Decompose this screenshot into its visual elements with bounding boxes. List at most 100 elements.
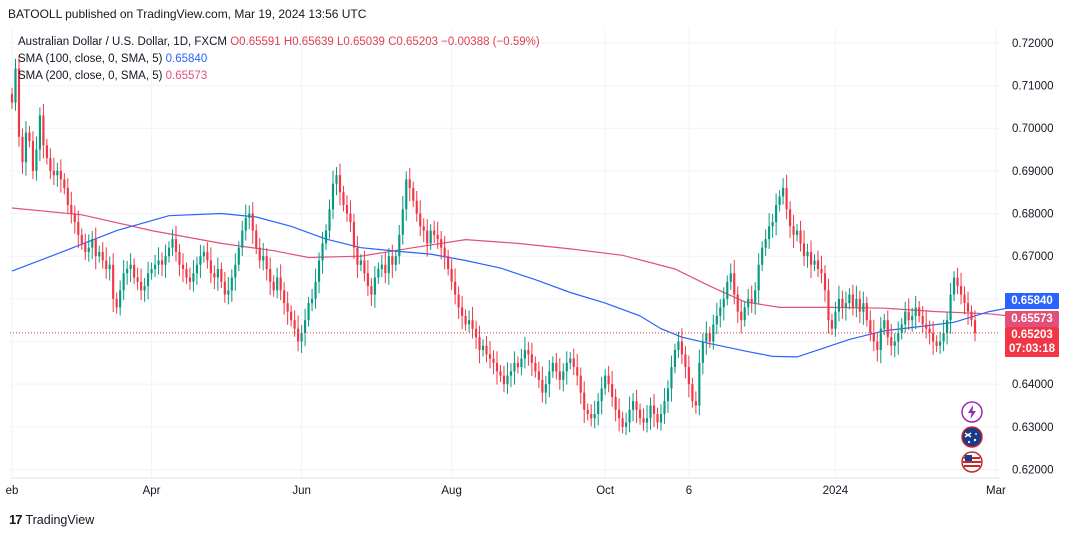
legend-sma100-value: 0.65840: [165, 53, 208, 65]
tradingview-logo[interactable]: 17 TradingView: [9, 512, 94, 527]
candle-body: [590, 414, 593, 419]
candle-body: [701, 341, 704, 363]
candle-body: [900, 324, 903, 333]
candle-body: [49, 158, 52, 171]
candle-body: [970, 311, 973, 321]
candle-body: [586, 409, 589, 415]
flash-event-icon[interactable]: [961, 401, 983, 423]
legend-sma100-row[interactable]: SMA (100, close, 0, SMA, 5) 0.65840: [18, 51, 540, 68]
candle-body: [541, 379, 544, 393]
candle-body: [412, 187, 415, 201]
candle-body: [146, 273, 150, 287]
candle-body: [415, 200, 418, 214]
candle-body: [642, 418, 645, 423]
candle-body: [31, 141, 35, 171]
candle-body: [129, 264, 132, 269]
candle-body: [21, 136, 24, 163]
candle-body: [607, 375, 610, 385]
candle-body: [785, 187, 788, 210]
y-tick-label: 0.72000: [1012, 38, 1054, 50]
candle-body: [544, 384, 547, 393]
candle-body: [733, 273, 736, 295]
candle-body: [310, 298, 314, 304]
candle-body: [401, 209, 404, 235]
candle-body: [565, 362, 568, 372]
candle-body: [244, 217, 247, 231]
candle-body: [952, 277, 956, 295]
candle-body: [761, 247, 764, 265]
candle-body: [719, 307, 722, 316]
candle-body: [66, 187, 69, 206]
candle-body: [604, 375, 607, 389]
candle-body: [157, 260, 160, 265]
candle-body: [352, 222, 356, 248]
candle-body: [698, 362, 701, 406]
candle-body: [736, 294, 739, 312]
candle-body: [823, 273, 827, 291]
candle-body: [914, 307, 917, 316]
candle-body: [869, 320, 872, 333]
candle-body: [597, 401, 600, 415]
candle-body: [708, 332, 711, 342]
candle-body: [101, 251, 104, 261]
candle-body: [611, 384, 614, 397]
candle-body: [345, 205, 349, 214]
candle-body: [45, 145, 48, 159]
legend-sma100-label: SMA (100, close, 0, SMA, 5): [18, 53, 163, 65]
candle-body: [70, 205, 73, 214]
candle-body: [276, 277, 279, 291]
x-tick-label: Apr: [143, 485, 161, 497]
candle-body: [579, 375, 582, 393]
candle-body: [523, 350, 526, 359]
candle-body: [537, 371, 540, 380]
candle-body: [380, 264, 383, 269]
candle-body: [897, 332, 900, 342]
candle-body: [551, 362, 554, 372]
candle-body: [188, 277, 192, 282]
candle-body: [502, 375, 506, 385]
candle-body: [946, 320, 949, 333]
y-tick-label: 0.70000: [1012, 123, 1054, 135]
candle-body: [837, 298, 841, 312]
candle-body: [771, 222, 774, 227]
candle-body: [408, 179, 411, 188]
candle-body: [209, 260, 212, 274]
candle-body: [478, 337, 481, 351]
x-tick-label: 6: [686, 485, 692, 497]
legend-sma200-row[interactable]: SMA (200, close, 0, SMA, 5) 0.65573: [18, 68, 540, 85]
candle-body: [84, 243, 87, 252]
x-tick-label: 2024: [823, 485, 849, 497]
legend-symbol-row: Australian Dollar / U.S. Dollar, 1D, FXC…: [18, 34, 540, 51]
publisher-line: BATOOLL published on TradingView.com, Ma…: [8, 7, 367, 21]
y-tick-label: 0.68000: [1012, 209, 1054, 221]
australia-flag-icon[interactable]: [961, 426, 983, 448]
candle-body: [28, 132, 31, 142]
candle-body: [862, 303, 865, 312]
candle-body: [63, 179, 66, 188]
y-tick-label: 0.71000: [1012, 81, 1054, 93]
candle-body: [600, 388, 603, 402]
candle-body: [202, 251, 205, 257]
candle-body: [304, 320, 307, 333]
candle-body: [851, 294, 854, 308]
tradingview-mark-icon: 17: [9, 512, 23, 527]
us-flag-icon[interactable]: [961, 451, 983, 473]
candle-body: [405, 179, 408, 210]
candle-body: [795, 230, 799, 235]
candle-body: [904, 311, 907, 325]
candle-body: [963, 294, 966, 304]
sma200-price-badge: 0.65573: [1005, 311, 1059, 327]
candle-body: [108, 264, 111, 269]
last-price-badge: 0.65203 07:03:18: [1005, 327, 1059, 357]
candle-body: [663, 401, 666, 415]
candle-body: [530, 354, 533, 363]
y-tick-label: 0.64000: [1012, 379, 1054, 391]
candle-body: [680, 341, 683, 355]
candle-body: [666, 388, 670, 402]
y-tick-label: 0.69000: [1012, 166, 1054, 178]
candle-body: [133, 264, 136, 278]
candle-body: [495, 362, 499, 372]
candle-body: [499, 371, 502, 376]
candle-body: [911, 315, 914, 321]
